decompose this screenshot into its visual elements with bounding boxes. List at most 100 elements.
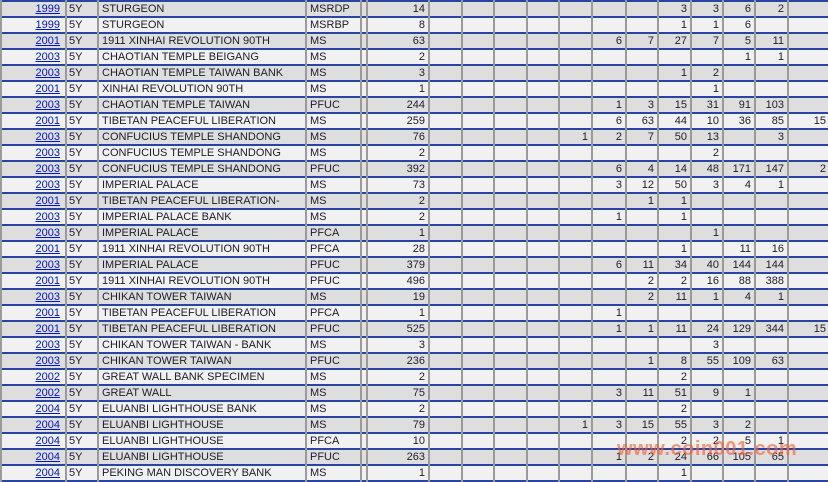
grade-cell	[788, 353, 828, 369]
total-count-cell: 10	[367, 433, 430, 449]
year-link[interactable]: 2003	[35, 354, 60, 367]
grade-type-cell: MS	[306, 129, 362, 145]
grade-cell	[592, 193, 627, 209]
year-link[interactable]: 2003	[35, 146, 60, 159]
grade-cell	[429, 305, 463, 321]
year-cell: 2003	[0, 337, 67, 353]
coin-name-cell: CHIKAN TOWER TAIWAN - BANK	[98, 337, 307, 353]
grade-cell: 36	[723, 113, 756, 129]
grade-cell	[462, 289, 495, 305]
year-link[interactable]: 2003	[35, 98, 60, 111]
year-link[interactable]: 2003	[35, 338, 60, 351]
total-count-cell: 392	[367, 161, 430, 177]
grade-cell	[527, 193, 560, 209]
column-divider	[360, 465, 368, 481]
year-link[interactable]: 2002	[35, 370, 60, 383]
year-link[interactable]: 2004	[35, 450, 60, 463]
table-row: 2003 5Y CHAOTIAN TEMPLE TAIWAN BANK MS 3…	[0, 65, 828, 81]
grade-cell	[559, 465, 593, 481]
year-link[interactable]: 2004	[35, 418, 60, 431]
coin-name-cell: GREAT WALL BANK SPECIMEN	[98, 369, 307, 385]
year-cell: 2003	[0, 289, 67, 305]
year-link[interactable]: 1999	[35, 18, 60, 31]
year-link[interactable]: 2004	[35, 434, 60, 447]
grade-cell	[494, 65, 528, 81]
grade-cell: 4	[723, 177, 756, 193]
grade-cell: 7	[691, 33, 724, 49]
year-link[interactable]: 2004	[35, 402, 60, 415]
grade-cell	[429, 145, 463, 161]
grade-cell	[494, 161, 528, 177]
grade-cell: 1	[592, 449, 627, 465]
grade-cell: 3	[626, 97, 659, 113]
grade-cell	[494, 449, 528, 465]
year-link[interactable]: 2001	[35, 114, 60, 127]
grade-cell	[559, 177, 593, 193]
grade-cell: 2	[691, 65, 724, 81]
total-count-cell: 2	[367, 49, 430, 65]
grade-cell	[658, 225, 692, 241]
year-link[interactable]: 2001	[35, 242, 60, 255]
grade-cell	[462, 417, 495, 433]
year-link[interactable]: 2001	[35, 322, 60, 335]
year-cell: 2001	[0, 33, 67, 49]
year-link[interactable]: 2001	[35, 274, 60, 287]
grade-cell: 88	[723, 273, 756, 289]
period-cell: 5Y	[66, 161, 99, 177]
year-link[interactable]: 2003	[35, 130, 60, 143]
grade-cell: 11	[626, 385, 659, 401]
year-link[interactable]: 2003	[35, 258, 60, 271]
table-row: 2001 5Y TIBETAN PEACEFUL LIBERATION PFCA…	[0, 305, 828, 321]
grade-cell	[494, 145, 528, 161]
total-count-cell: 2	[367, 401, 430, 417]
grade-cell: 16	[755, 241, 789, 257]
grade-cell	[429, 321, 463, 337]
grade-cell	[559, 209, 593, 225]
grade-type-cell: PFCA	[306, 433, 362, 449]
grade-cell	[462, 49, 495, 65]
period-cell: 5Y	[66, 465, 99, 481]
grade-cell: 6	[592, 113, 627, 129]
grade-cell: 3	[592, 385, 627, 401]
grade-cell	[527, 177, 560, 193]
total-count-cell: 236	[367, 353, 430, 369]
total-count-cell: 259	[367, 113, 430, 129]
year-link[interactable]: 2002	[35, 386, 60, 399]
year-link[interactable]: 2003	[35, 226, 60, 239]
grade-cell	[755, 369, 789, 385]
total-count-cell: 8	[367, 17, 430, 33]
year-link[interactable]: 2003	[35, 290, 60, 303]
grade-cell: 1	[626, 193, 659, 209]
year-link[interactable]: 2003	[35, 210, 60, 223]
year-link[interactable]: 2003	[35, 50, 60, 63]
grade-cell	[658, 49, 692, 65]
grade-cell: 31	[691, 97, 724, 113]
grade-cell	[429, 353, 463, 369]
grade-cell	[429, 97, 463, 113]
total-count-cell: 244	[367, 97, 430, 113]
grade-cell: 2	[691, 433, 724, 449]
grade-cell	[494, 369, 528, 385]
grade-cell: 144	[723, 257, 756, 273]
column-divider	[360, 33, 368, 49]
grade-cell: 1	[559, 417, 593, 433]
year-link[interactable]: 2001	[35, 306, 60, 319]
year-link[interactable]: 2001	[35, 82, 60, 95]
grade-cell	[626, 209, 659, 225]
year-link[interactable]: 2001	[35, 34, 60, 47]
period-cell: 5Y	[66, 193, 99, 209]
year-cell: 2003	[0, 257, 67, 273]
column-divider	[360, 289, 368, 305]
coin-name-cell: 1911 XINHAI REVOLUTION 90TH	[98, 33, 307, 49]
column-divider	[360, 193, 368, 209]
year-link[interactable]: 2004	[35, 466, 60, 479]
year-link[interactable]: 2003	[35, 162, 60, 175]
grade-cell	[626, 433, 659, 449]
grade-cell: 2	[592, 129, 627, 145]
year-link[interactable]: 2003	[35, 66, 60, 79]
year-link[interactable]: 1999	[35, 2, 60, 15]
year-link[interactable]: 2003	[35, 178, 60, 191]
column-divider	[360, 369, 368, 385]
coin-name-cell: CHAOTIAN TEMPLE TAIWAN	[98, 97, 307, 113]
year-link[interactable]: 2001	[35, 194, 60, 207]
